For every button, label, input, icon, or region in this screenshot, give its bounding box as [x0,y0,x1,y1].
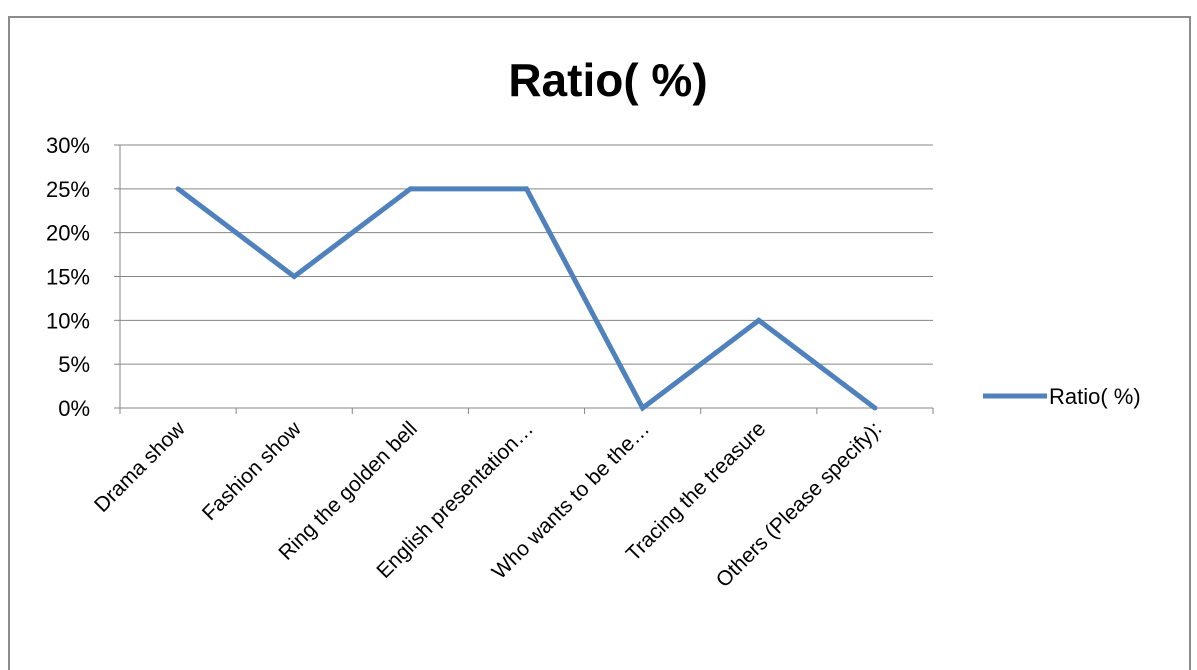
chart-title: Ratio( %) [508,54,707,106]
y-tick-label: 15% [46,265,90,290]
data-point [175,186,181,192]
x-tick-label: Drama show [90,417,190,517]
y-axis: 0% 5% 10% 15% 20% 25% 30% [46,133,121,421]
y-tick-label: 5% [58,352,90,377]
y-tick-label: 25% [46,177,90,202]
series-layer [175,186,878,412]
legend-label: Ratio( %) [1049,384,1141,409]
data-point [524,186,529,192]
series-line [176,186,877,412]
y-tick-label: 30% [46,133,90,158]
data-point [756,317,762,323]
legend: Ratio( %) [983,384,1141,409]
chart-frame [8,16,1191,670]
gridlines [120,144,933,365]
y-tick-label: 20% [46,221,90,246]
data-point [872,405,878,411]
x-tick-label: Fashion show [198,417,306,525]
data-point [640,405,646,411]
data-point [291,274,297,279]
data-point [407,186,413,192]
y-tick-label: 0% [58,396,90,421]
y-tick-label: 10% [46,308,90,333]
